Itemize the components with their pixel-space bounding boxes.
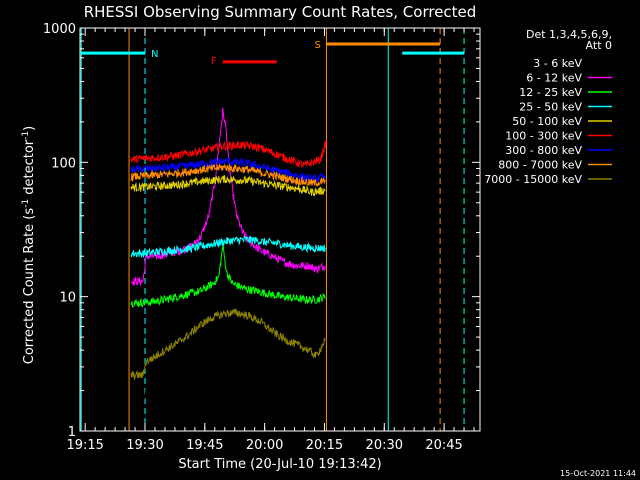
x-tick-label-2: 19:45 — [186, 438, 223, 453]
generation-timestamp: 15-Oct-2021 11:44 — [560, 469, 636, 478]
y-axis-label-text: Corrected Count Rate (s-1 detector-1) — [21, 126, 37, 364]
x-axis-label: Start Time (20-Jul-10 19:13:42) — [178, 457, 381, 472]
series-line-5 — [130, 139, 327, 168]
y-axis-label-part-3: ) — [22, 126, 37, 131]
series-line-6 — [130, 156, 326, 183]
chart-title: RHESSI Observing Summary Count Rates, Co… — [84, 3, 477, 21]
legend-label-0: 3 - 6 keV — [533, 57, 582, 70]
y-axis-label: Corrected Count Rate (s-1 detector-1) — [21, 126, 37, 364]
plot-frame — [79, 27, 481, 432]
flag-label-S: S — [314, 40, 320, 51]
y-tick-label-0: 1 — [68, 425, 76, 440]
legend-label-6: 300 - 800 keV — [505, 144, 582, 157]
x-tick-label-1: 19:30 — [126, 438, 163, 453]
y-tick-label-1: 10 — [59, 291, 76, 306]
legend-header-0: Det 1,3,4,5,6,9, — [526, 28, 612, 41]
series-line-8 — [130, 308, 326, 381]
legend: Det 1,3,4,5,6,9,Att 0 3 - 6 keV 6 - 12 keV… — [484, 28, 612, 186]
series-lines — [130, 107, 327, 433]
y-axis-label-superscript-1: -1 — [21, 199, 31, 208]
legend-label-7: 800 - 7000 keV — [498, 159, 582, 172]
series-line-2 — [130, 244, 326, 308]
y-tick-label-2: 100 — [51, 156, 76, 171]
series-line-7 — [130, 163, 326, 187]
series-line-3 — [130, 234, 326, 258]
series-line-0 — [130, 132, 326, 433]
vertical-markers — [80, 28, 465, 431]
axis-ticks: 19:15 19:30 19:45 20:00 20:15 20:30 20:45 1 10 10… — [43, 22, 480, 453]
y-tick-label-3: 1000 — [43, 22, 76, 37]
x-tick-label-3: 20:00 — [246, 438, 283, 453]
series-line-4 — [130, 175, 326, 197]
flag-bars: N F S — [81, 40, 465, 67]
y-axis-label-part-2: detector — [22, 139, 37, 199]
legend-label-5: 100 - 300 keV — [505, 130, 582, 143]
y-axis-label-superscript-2: -1 — [21, 131, 31, 140]
series-line-1 — [130, 107, 326, 287]
flag-label-F: F — [211, 56, 217, 67]
flag-label-N: N — [151, 49, 158, 60]
x-tick-label-5: 20:30 — [366, 438, 403, 453]
x-tick-label-0: 19:15 — [66, 438, 103, 453]
y-axis-label-part-1: Corrected Count Rate (s — [22, 208, 37, 365]
legend-header-1: Att 0 — [586, 39, 612, 52]
legend-label-2: 12 - 25 keV — [519, 86, 582, 99]
legend-label-4: 50 - 100 keV — [512, 115, 582, 128]
legend-label-1: 6 - 12 keV — [526, 72, 582, 85]
x-tick-label-4: 20:15 — [306, 438, 343, 453]
legend-label-3: 25 - 50 keV — [519, 101, 582, 114]
x-tick-label-6: 20:45 — [425, 438, 462, 453]
legend-label-8: 7000 - 15000 keV — [484, 173, 582, 186]
